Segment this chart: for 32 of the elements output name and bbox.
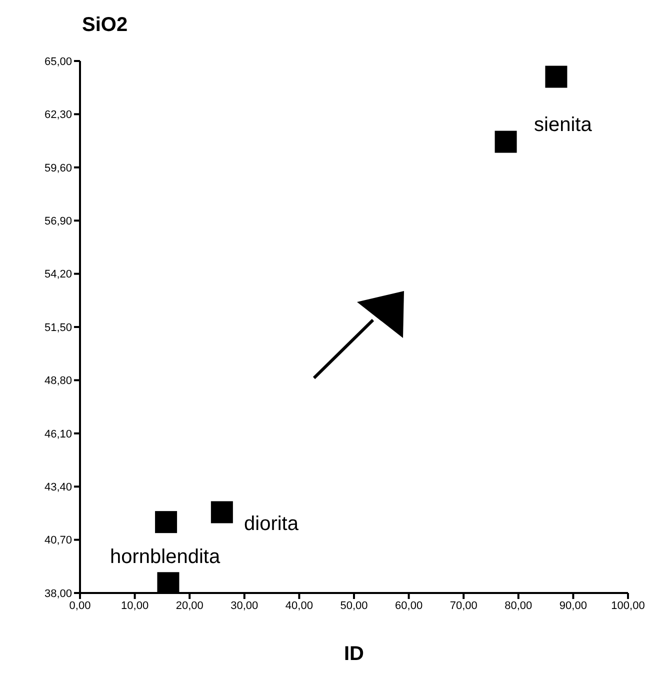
annotation: sienita [534,114,592,137]
y-tick-label: 48,80 [44,375,72,388]
annotation: diorita [244,513,298,536]
x-tick-label: 80,00 [504,600,532,612]
point [157,572,180,593]
annotation: hornblendita [110,546,220,569]
x-tick-label: 10,00 [121,600,149,612]
y-tick-label: 38,00 [44,588,72,600]
point [210,501,233,524]
x-tick-label: 100,00 [611,600,645,612]
x-tick-label: 40,00 [285,600,313,612]
x-axis-title: ID [344,643,364,665]
y-tick-label: 54,20 [44,268,72,281]
point [155,511,178,534]
y-tick-label: 65,00 [44,56,72,68]
y-tick-label: 46,10 [44,428,72,440]
point [545,66,568,88]
x-tick-label: 0,00 [69,600,91,612]
x-tick-label: 30,00 [230,600,258,612]
y-tick-label: 59,60 [44,162,72,174]
x-tick-label: 60,00 [395,600,423,612]
y-axis-title: SiO2 [82,14,128,37]
x-tick-label: 50,00 [340,600,368,612]
y-tick-label: 40,70 [44,534,72,547]
y-tick-label: 43,40 [44,482,72,494]
x-tick-label: 90,00 [559,600,587,612]
point [494,130,517,153]
x-tick-label: 70,00 [450,600,478,612]
y-tick-label: 62,30 [44,109,72,122]
y-tick-label: 51,50 [44,322,72,334]
y-tick-label: 56,90 [44,216,72,228]
x-tick-label: 20,00 [176,600,204,612]
